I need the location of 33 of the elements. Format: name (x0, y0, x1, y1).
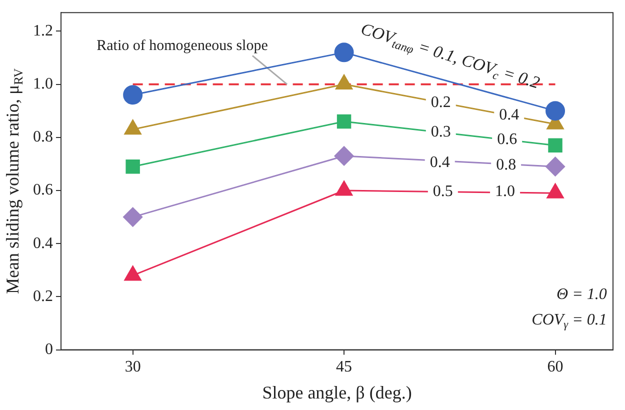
x-tick-label: 45 (336, 358, 352, 376)
y-tick-label: 0.6 (33, 182, 53, 199)
y-tick-label: 0.4 (33, 234, 53, 252)
annotation: 0.5 (432, 183, 453, 200)
y-tick-label: 1.0 (33, 75, 53, 92)
y-tick-label: 1.2 (33, 22, 53, 40)
point (546, 156, 566, 176)
point (126, 159, 140, 174)
annotation: 0.3 (430, 123, 451, 140)
point (123, 85, 143, 105)
annotation: 0.8 (496, 156, 516, 174)
point (334, 42, 354, 62)
annotation: Θ = 1.0 (556, 286, 607, 304)
annotation: 0.2 (430, 94, 451, 111)
y-tick-label: 0.8 (33, 128, 53, 146)
annotation: 0.6 (497, 131, 518, 148)
annotation: 0.4 (430, 154, 450, 171)
y-tick-label: 0 (45, 341, 53, 358)
y-axis-title: Mean sliding volume ratio, μRV (2, 68, 26, 294)
point (123, 207, 143, 227)
y-tick-label: 0.2 (33, 288, 53, 305)
point (336, 114, 352, 129)
point (546, 101, 566, 121)
annotation: 1.0 (495, 183, 516, 200)
point (334, 146, 354, 166)
x-axis-title: Slope angle, β (deg.) (262, 382, 412, 403)
ref-line-label: Ratio of homogeneous slope (96, 38, 268, 54)
annotation: COVtanφ = 0.1, COVc = 0.2 (358, 19, 542, 92)
point (548, 138, 562, 152)
point (124, 266, 142, 281)
annotation: 0.4 (499, 106, 520, 124)
x-tick-label: 60 (547, 358, 564, 376)
x-tick-label: 30 (124, 358, 141, 376)
